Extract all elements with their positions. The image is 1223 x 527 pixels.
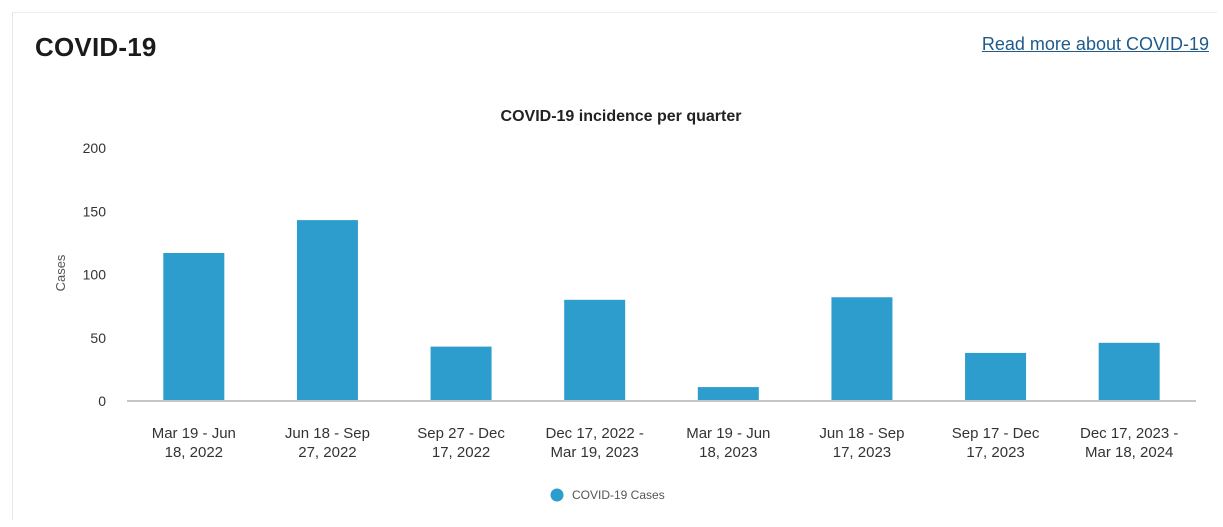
read-more-link[interactable]: Read more about COVID-19 bbox=[981, 34, 1209, 54]
bar[interactable] bbox=[1098, 342, 1160, 401]
bar[interactable] bbox=[564, 299, 626, 401]
x-tick-label: Mar 19 - Jun 18, 2023 bbox=[686, 425, 770, 461]
card-title: COVID-19 bbox=[35, 32, 157, 62]
legend-swatch bbox=[550, 488, 564, 502]
bar[interactable] bbox=[296, 220, 358, 401]
x-tick-label: Dec 17, 2023 -Mar 18, 2024 bbox=[1080, 425, 1178, 461]
x-tick-label: Jun 18 - Sep 27, 2022 bbox=[285, 425, 370, 461]
y-tick-label: 200 bbox=[83, 140, 107, 156]
bars bbox=[163, 220, 1160, 401]
bar[interactable] bbox=[697, 387, 759, 401]
legend[interactable]: COVID-19 Cases bbox=[550, 488, 665, 502]
legend-label: COVID-19 Cases bbox=[572, 488, 665, 502]
x-tick-label: Sep 27 - Dec 17, 2022 bbox=[417, 425, 505, 461]
x-axis-ticks: Mar 19 - Jun 18, 2022 Jun 18 - Sep 27, 2022… bbox=[152, 425, 1179, 461]
bar[interactable] bbox=[430, 346, 492, 401]
y-tick-label: 0 bbox=[98, 393, 106, 409]
x-tick-label: Dec 17, 2022 -Mar 19, 2023 bbox=[545, 425, 643, 461]
y-tick-label: 100 bbox=[83, 267, 107, 283]
x-tick-label: Mar 19 - Jun 18, 2022 bbox=[152, 425, 236, 461]
y-axis-label: Cases bbox=[53, 254, 68, 291]
y-axis-ticks: 0 50 100 150 200 bbox=[83, 140, 107, 409]
bar[interactable] bbox=[163, 252, 225, 401]
y-tick-label: 150 bbox=[83, 203, 107, 219]
x-tick-label: Sep 17 - Dec 17, 2023 bbox=[952, 425, 1040, 461]
x-tick-label: Jun 18 - Sep 17, 2023 bbox=[819, 425, 904, 461]
chart-title: COVID-19 incidence per quarter bbox=[501, 108, 742, 125]
y-tick-label: 50 bbox=[90, 330, 106, 346]
bar[interactable] bbox=[831, 297, 893, 401]
bar[interactable] bbox=[965, 352, 1027, 401]
